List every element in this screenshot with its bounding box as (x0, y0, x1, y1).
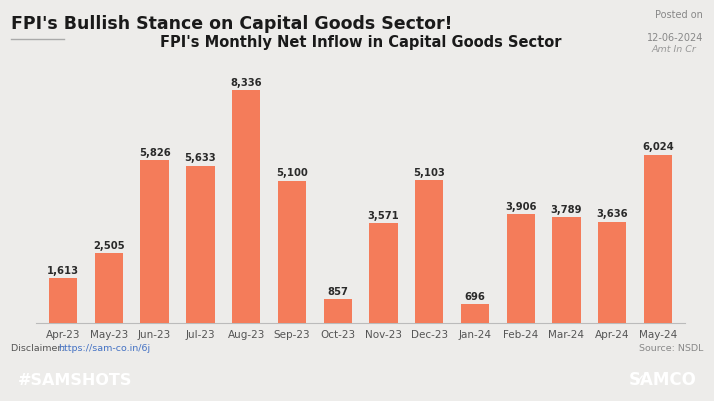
Bar (49, 279, 77, 324)
Bar (323, 300, 352, 324)
Text: 3,571: 3,571 (368, 211, 399, 221)
Text: 3,789: 3,789 (550, 205, 582, 215)
Text: Source: NSDL: Source: NSDL (639, 343, 703, 352)
Text: 5,826: 5,826 (139, 148, 171, 158)
Text: 1,613: 1,613 (47, 265, 79, 275)
Bar (644, 155, 672, 324)
Text: 5,103: 5,103 (413, 168, 445, 178)
Bar (598, 222, 626, 324)
Text: 2,505: 2,505 (93, 240, 125, 250)
Bar (141, 161, 169, 324)
Bar (186, 166, 215, 324)
Text: 6,024: 6,024 (642, 142, 674, 152)
Bar (461, 304, 489, 324)
Bar (95, 253, 123, 324)
Text: Amt In Cr: Amt In Cr (651, 45, 696, 54)
Bar (553, 218, 580, 324)
Text: 5,100: 5,100 (276, 168, 308, 178)
Text: 3,636: 3,636 (596, 209, 628, 219)
Text: FPI's Bullish Stance on Capital Goods Sector!: FPI's Bullish Stance on Capital Goods Se… (11, 15, 452, 33)
Text: 3,906: 3,906 (505, 201, 536, 211)
Text: 5,633: 5,633 (185, 153, 216, 163)
Text: ✓: ✓ (634, 373, 645, 386)
Text: 857: 857 (327, 286, 348, 296)
Text: #SAMSHOTS: #SAMSHOTS (18, 372, 132, 387)
Bar (278, 181, 306, 324)
Bar (506, 215, 535, 324)
Text: SAMCO: SAMCO (628, 371, 696, 388)
Bar (415, 181, 443, 324)
Text: Disclaimer:: Disclaimer: (11, 343, 67, 352)
Text: https://sam-co.in/6j: https://sam-co.in/6j (59, 343, 151, 352)
Text: 12-06-2024: 12-06-2024 (647, 32, 703, 43)
Bar (232, 91, 261, 324)
Text: 696: 696 (465, 291, 486, 301)
Title: FPI's Monthly Net Inflow in Capital Goods Sector: FPI's Monthly Net Inflow in Capital Good… (160, 35, 561, 50)
Text: 8,336: 8,336 (231, 77, 262, 87)
Bar (369, 224, 398, 324)
Text: Posted on: Posted on (655, 10, 703, 20)
